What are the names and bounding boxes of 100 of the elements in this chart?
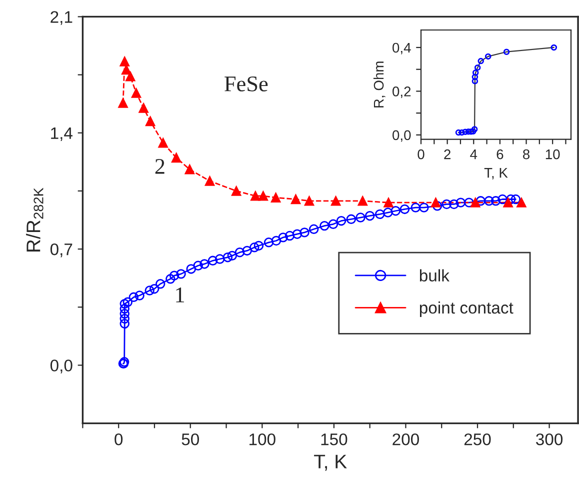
point	[120, 314, 130, 324]
point	[320, 220, 330, 231]
point	[328, 219, 338, 230]
point	[120, 308, 130, 319]
point	[158, 138, 168, 148]
x-tick-label: 8	[523, 149, 530, 160]
point	[138, 103, 148, 113]
point	[465, 128, 472, 135]
point	[250, 242, 260, 252]
point	[227, 250, 238, 261]
x-tick-label: 2	[444, 149, 450, 160]
point	[250, 191, 260, 201]
x-tick-label: 200	[392, 433, 419, 446]
point	[208, 256, 218, 266]
x-tick-label: 10	[546, 149, 560, 160]
point	[449, 199, 459, 210]
point	[484, 53, 492, 60]
point	[476, 196, 486, 206]
point	[278, 232, 288, 242]
point	[193, 260, 203, 270]
point	[356, 212, 366, 222]
point	[490, 196, 501, 206]
point	[300, 228, 310, 238]
point	[364, 210, 375, 221]
point	[472, 78, 478, 84]
point	[254, 240, 264, 251]
point	[484, 196, 494, 206]
point	[550, 44, 558, 51]
point	[144, 286, 154, 296]
point	[410, 202, 420, 212]
point	[375, 209, 385, 220]
annotation: FeSe	[224, 76, 268, 92]
point	[126, 72, 136, 82]
point	[400, 204, 410, 214]
point	[470, 128, 476, 135]
point	[204, 176, 215, 186]
annotation: 2	[155, 158, 164, 174]
point	[470, 198, 480, 208]
point	[200, 259, 210, 269]
y-tick-label: 0,2	[392, 86, 411, 98]
legend-label: bulk	[420, 269, 450, 282]
point	[516, 198, 526, 208]
point	[222, 252, 233, 262]
y-tick-label: 2,1	[50, 11, 72, 25]
point	[346, 214, 356, 224]
point	[455, 129, 462, 136]
x-axis-title: T, K	[484, 168, 508, 180]
point	[169, 270, 180, 280]
point	[503, 198, 513, 208]
point	[358, 196, 368, 206]
y-tick-label: 0,7	[50, 243, 72, 258]
point	[462, 128, 468, 135]
point	[471, 126, 478, 132]
x-tick-label: 50	[182, 433, 199, 446]
point	[149, 284, 160, 294]
point	[122, 297, 132, 308]
point	[264, 238, 274, 248]
x-tick-label: 6	[496, 149, 504, 160]
point	[258, 191, 268, 201]
point	[134, 290, 144, 300]
point	[336, 216, 346, 226]
point	[478, 58, 484, 64]
point	[184, 164, 195, 174]
point	[121, 64, 132, 75]
x-tick-label: 150	[321, 433, 348, 446]
point	[384, 198, 394, 208]
point	[468, 128, 474, 135]
point	[308, 224, 319, 234]
point	[231, 186, 242, 196]
point	[214, 254, 225, 264]
point	[472, 70, 479, 76]
point	[186, 264, 196, 274]
point	[510, 194, 521, 204]
point	[284, 230, 295, 241]
point	[270, 192, 281, 202]
point	[442, 199, 452, 210]
point	[166, 274, 176, 284]
point	[430, 198, 441, 208]
point	[472, 74, 478, 80]
point	[156, 279, 166, 289]
point	[234, 248, 245, 258]
legend-label: point contact	[420, 301, 514, 317]
point	[120, 298, 130, 309]
point	[290, 194, 301, 204]
point	[242, 246, 252, 256]
point	[330, 196, 341, 206]
point	[145, 116, 156, 126]
point	[464, 198, 474, 208]
y-tick-label: 1,4	[51, 127, 72, 142]
x-tick-label: 250	[464, 433, 491, 446]
point	[118, 98, 128, 108]
x-axis-title: T, K	[314, 454, 347, 471]
x-tick-label: 4	[470, 150, 478, 160]
point	[128, 292, 139, 302]
point	[176, 269, 186, 279]
point	[271, 236, 282, 246]
point	[292, 229, 302, 239]
point	[432, 201, 442, 211]
x-tick-label: 300	[536, 433, 563, 446]
y-axis-title: R/R$_{282K}$	[26, 188, 44, 252]
